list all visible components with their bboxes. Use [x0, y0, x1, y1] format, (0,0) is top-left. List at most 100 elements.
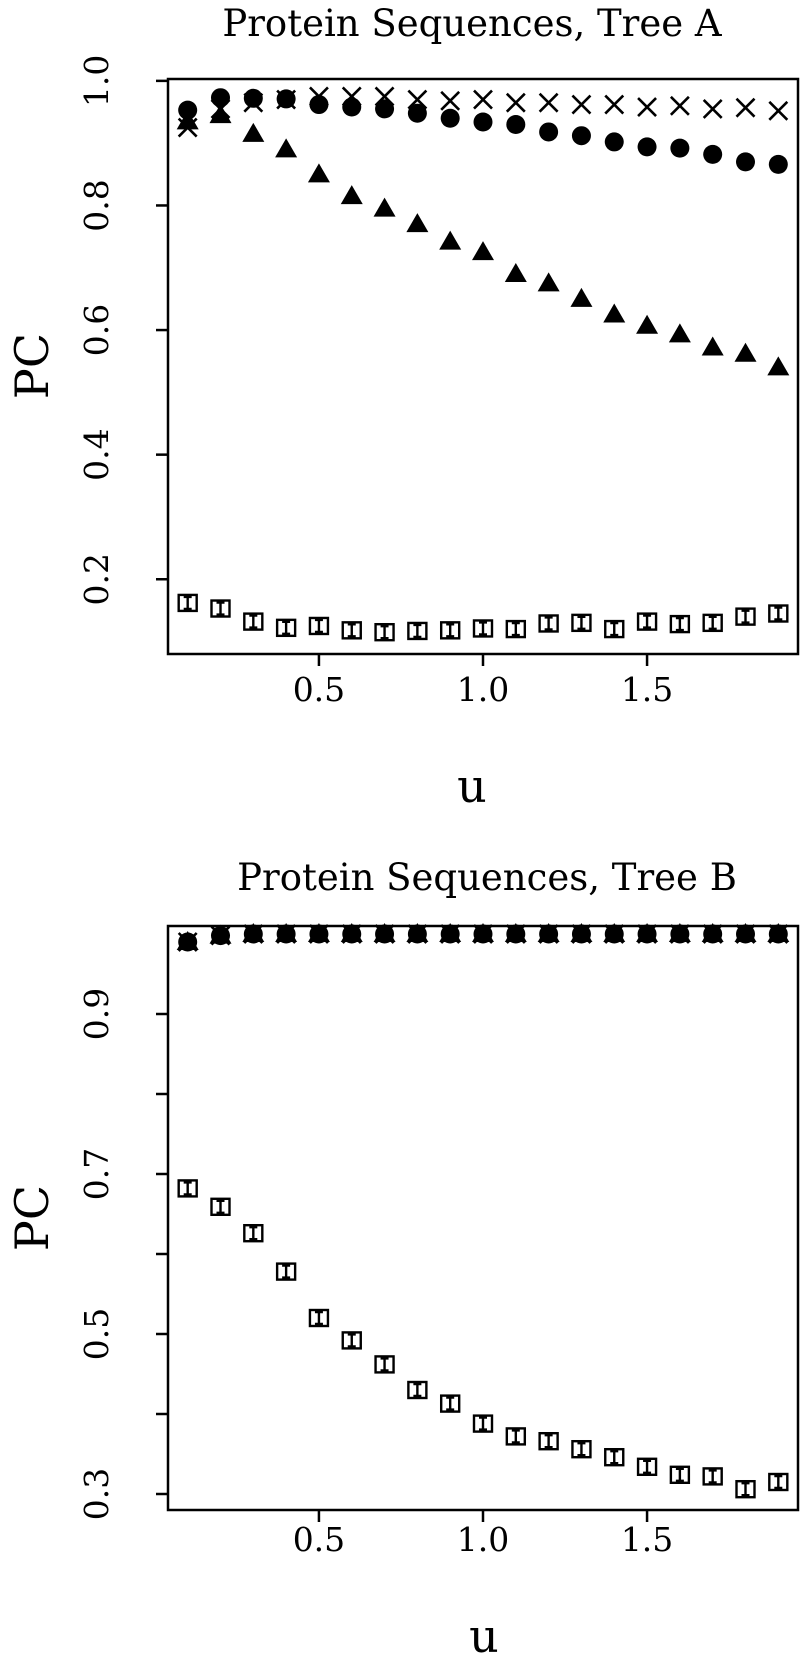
x-tick-label: 1.5: [621, 1520, 673, 1559]
error-bar: [643, 614, 652, 629]
data-point-square: [768, 1472, 789, 1492]
error-bar: [216, 601, 225, 616]
data-point-cross: [309, 924, 329, 944]
error-bar: [479, 1416, 487, 1431]
data-point-square-box: [177, 1179, 198, 1198]
data-point-square: [243, 612, 264, 631]
error-bar: [774, 606, 783, 621]
data-point-square-box: [604, 619, 625, 639]
error-bar: [380, 624, 389, 640]
data-point-cross: [604, 924, 625, 944]
data-point-square-box: [735, 1479, 756, 1499]
data-point-square-box: [735, 607, 756, 626]
data-point-triangle: [767, 356, 790, 376]
data-point-square: [505, 619, 527, 639]
error-bar: [413, 623, 422, 639]
data-point-square: [177, 593, 198, 613]
error-bar: [774, 1474, 783, 1490]
data-point-square-box: [243, 1223, 264, 1243]
data-point-square-box: [768, 604, 789, 623]
data-point-square: [735, 607, 756, 626]
data-point-circle: [571, 126, 591, 146]
data-point-square-box: [702, 613, 723, 633]
data-point-square-box: [636, 612, 658, 631]
data-point-cross: [177, 932, 198, 952]
data-point-circle: [637, 137, 657, 157]
data-point-square-box: [407, 1380, 428, 1400]
error-bar: [544, 1434, 553, 1449]
data-point-square-box: [768, 1472, 789, 1492]
data-point-square-box: [702, 1467, 723, 1486]
y-tick-label: 0.9: [77, 988, 116, 1040]
x-tick-label: 1.0: [457, 670, 509, 709]
data-point-square: [308, 616, 330, 636]
error-bar: [282, 620, 291, 636]
data-point-square: [177, 1179, 198, 1198]
data-point-square: [702, 1467, 723, 1486]
data-point-cross: [440, 924, 461, 944]
error-bar: [511, 1429, 520, 1444]
data-point-square-box: [604, 1447, 625, 1467]
data-point-triangle: [504, 262, 527, 282]
data-point-square-box: [243, 612, 264, 631]
data-point-square: [243, 1223, 264, 1243]
data-point-cross: [538, 92, 559, 113]
error-bar: [511, 621, 520, 637]
data-point-triangle: [439, 230, 462, 250]
data-point-cross: [407, 924, 428, 944]
data-point-square-box: [210, 599, 231, 618]
x-tick-label: 1.0: [457, 1520, 509, 1559]
data-point-square-box: [636, 1457, 658, 1477]
error-bar: [708, 615, 717, 631]
data-point-square-box: [407, 621, 428, 641]
data-point-cross: [440, 90, 461, 111]
data-point-square: [472, 619, 494, 638]
data-point-circle: [440, 108, 460, 128]
error-bar: [479, 621, 487, 636]
data-point-square: [604, 1447, 625, 1467]
error-bar: [610, 621, 619, 637]
data-point-circle: [473, 112, 493, 132]
data-point-square-box: [374, 622, 395, 642]
x-tick-label: 0.5: [293, 670, 345, 709]
error-bar: [183, 1181, 192, 1196]
data-point-cross: [374, 924, 395, 944]
error-bar: [183, 595, 192, 611]
data-point-square: [472, 1414, 494, 1433]
data-point-square: [735, 1479, 756, 1499]
data-point-circle: [539, 122, 559, 142]
data-point-square: [407, 1380, 428, 1400]
data-point-triangle: [242, 122, 265, 142]
data-point-triangle: [176, 110, 199, 130]
data-point-square-box: [505, 1427, 527, 1446]
axes: 0.5 1.0 1.5 0.3 0.5 0.7 0.9: [77, 988, 673, 1559]
data-point-square-box: [472, 619, 494, 638]
data-point-square-box: [505, 619, 527, 639]
data-point-square: [439, 621, 461, 640]
data-point-cross: [604, 94, 625, 115]
data-point-cross: [505, 92, 526, 113]
data-point-triangle: [668, 323, 691, 343]
y-tick-label: 0.7: [77, 1148, 116, 1200]
data-point-circle: [407, 103, 427, 123]
data-point-square-box: [341, 1331, 362, 1350]
data-point-square-box: [210, 1197, 231, 1217]
data-point-circle: [342, 97, 362, 117]
error-bar: [413, 1382, 422, 1398]
data-point-cross: [243, 92, 264, 113]
data-point-circle: [736, 152, 755, 172]
panel-tree-b: Protein Sequences, Tree B u PC 0.5 1.0 1.5…: [5, 856, 800, 1657]
data-point-cross: [702, 924, 723, 944]
data-point-cross: [735, 97, 756, 118]
error-bar: [347, 623, 356, 638]
error-bar: [314, 618, 323, 634]
data-point-cross: [702, 98, 723, 119]
data-point-square: [571, 1439, 592, 1459]
data-point-square: [702, 613, 723, 633]
data-point-cross: [243, 924, 264, 944]
data-point-square: [505, 1427, 527, 1446]
data-point-circle: [506, 114, 526, 134]
data-point-square: [275, 618, 297, 638]
x-axis-label: u: [469, 1609, 499, 1657]
